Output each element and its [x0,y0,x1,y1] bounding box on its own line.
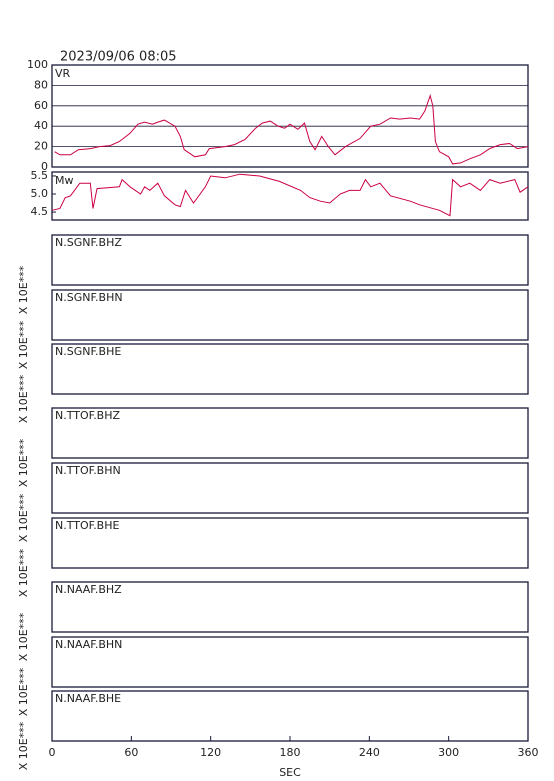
y-tick-label: 100 [27,58,48,71]
panel-frame [51,462,529,514]
data-line [51,173,529,217]
y-axis-label: X 10E*** [17,320,30,369]
trace-label: N.TTOF.BHZ [55,409,121,422]
y-axis-label: X 10E*** [17,721,30,770]
panel-frame [51,289,529,341]
trace-label: N.NAAF.BHZ [55,583,122,596]
x-tick-label: 360 [518,746,539,759]
trace-label: N.SGNF.BHZ [55,236,122,249]
panel-label: VR [55,67,71,80]
trace-label: N.TTOF.BHE [55,519,120,532]
y-axis-label: X 10E*** [17,438,30,487]
y-axis-label: X 10E*** [17,548,30,597]
trace-label: N.SGNF.BHN [55,291,123,304]
data-line [54,93,529,165]
y-tick-label: 80 [34,78,48,91]
panel-frame [51,690,529,742]
panel-frame [51,581,529,633]
y-tick-label: 40 [34,119,48,132]
y-tick-label: 4.5 [31,205,49,218]
trace-label: N.SGNF.BHE [55,345,121,358]
y-tick-label: 5.5 [31,169,49,182]
date-title: 2023/09/06 08:05 [60,50,177,65]
y-axis-label: X 10E*** [17,493,30,542]
panel-frame [51,636,529,688]
y-tick-label: 60 [34,99,48,112]
trace-label: N.NAAF.BHN [55,638,122,651]
y-axis-label: X 10E*** [17,265,30,314]
x-tick-label: 0 [49,746,56,759]
y-tick-label: 20 [34,140,48,153]
y-axis-label: X 10E*** [17,667,30,716]
x-axis-label: SEC [279,766,301,779]
panel-frame [51,234,529,286]
x-tick-label: 300 [438,746,459,759]
trace-label: N.NAAF.BHE [55,692,121,705]
panel-frame [51,343,529,395]
y-axis-label: X 10E*** [17,612,30,661]
panel-frame [51,64,529,168]
x-tick-label: 240 [359,746,380,759]
y-axis-label: X 10E*** [17,374,30,423]
y-tick-label: 5.0 [31,187,49,200]
x-tick-label: 120 [200,746,221,759]
panel-frame [51,171,529,221]
panel-frame [51,517,529,569]
x-tick-label: 60 [124,746,138,759]
x-tick-label: 180 [280,746,301,759]
y-tick-label: 0 [41,160,48,173]
panel-label: Mw [55,174,74,187]
trace-label: N.TTOF.BHN [55,464,121,477]
panel-frame [51,407,529,459]
